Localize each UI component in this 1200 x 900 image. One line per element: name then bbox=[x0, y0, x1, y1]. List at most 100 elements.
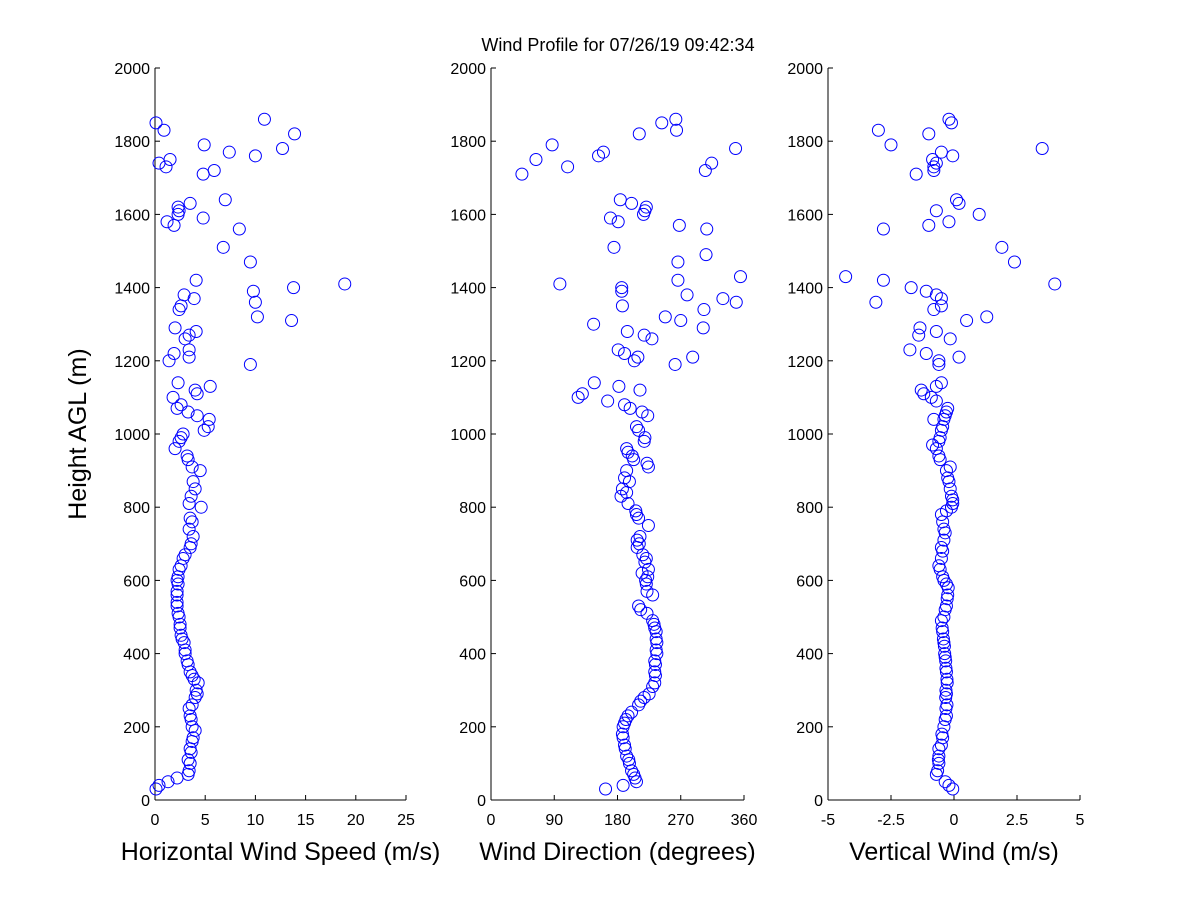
vertical-y-tick-label: 200 bbox=[796, 720, 823, 737]
speed-data-point bbox=[176, 427, 190, 441]
vertical-data-point bbox=[939, 709, 953, 723]
vertical-data-point bbox=[919, 346, 933, 360]
vertical-data-point bbox=[922, 127, 936, 141]
direction-data-point bbox=[641, 562, 655, 576]
direction-data-point bbox=[674, 314, 688, 328]
direction-data-point bbox=[645, 332, 659, 346]
direction-data-point bbox=[575, 387, 589, 401]
speed-data-point bbox=[159, 160, 173, 174]
direction-data-point bbox=[515, 167, 529, 181]
vertical-x-tick-label: -2.5 bbox=[877, 812, 905, 829]
direction-data-point bbox=[630, 533, 644, 547]
direction-data-point bbox=[615, 284, 629, 298]
direction-x-axis-label: Wind Direction (degrees) bbox=[479, 838, 756, 866]
vertical-data-point bbox=[929, 204, 943, 218]
direction-data-point bbox=[632, 423, 646, 437]
direction-data-point bbox=[697, 303, 711, 317]
vertical-data-point bbox=[1007, 255, 1021, 269]
direction-data-point bbox=[571, 390, 585, 404]
direction-data-point bbox=[640, 456, 654, 470]
speed-data-point bbox=[288, 127, 302, 141]
speed-data-point bbox=[177, 636, 191, 650]
direction-data-point bbox=[561, 160, 575, 174]
vertical-data-point bbox=[946, 782, 960, 796]
vertical-data-point bbox=[934, 540, 948, 554]
speed-data-point bbox=[338, 277, 352, 291]
speed-data-point bbox=[232, 222, 246, 236]
speed-x-axis-label: Horizontal Wind Speed (m/s) bbox=[121, 838, 441, 866]
speed-data-point bbox=[248, 295, 262, 309]
vertical-data-point bbox=[940, 592, 954, 606]
direction-data-point bbox=[700, 222, 714, 236]
speed-data-point bbox=[183, 709, 197, 723]
vertical-data-point bbox=[939, 665, 953, 679]
direction-data-point bbox=[618, 471, 632, 485]
vertical-wind-panel: 0 200 400 600 800 1000 1200 1400 1600 1800 2000 -5 -… bbox=[787, 61, 1084, 866]
speed-data-point bbox=[177, 288, 191, 302]
vertical-data-point bbox=[929, 288, 943, 302]
speed-data-point bbox=[171, 200, 185, 214]
speed-data-point bbox=[168, 442, 182, 456]
speed-data-point bbox=[182, 702, 196, 715]
direction-data-point bbox=[545, 138, 559, 152]
speed-y-tick-label: 400 bbox=[123, 647, 150, 664]
speed-data-point bbox=[188, 482, 202, 496]
vertical-data-point bbox=[939, 464, 953, 478]
vertical-data-point bbox=[919, 284, 933, 298]
direction-data-point bbox=[668, 357, 682, 371]
direction-data-point bbox=[616, 778, 630, 792]
direction-data-point bbox=[640, 584, 654, 598]
vertical-y-tick-label: 800 bbox=[796, 500, 823, 517]
wind-direction-panel: 0 200 400 600 800 1000 1200 1400 1600 1800 2000 0 90… bbox=[450, 61, 757, 866]
direction-data-point bbox=[629, 420, 643, 434]
speed-data-point bbox=[203, 379, 217, 393]
vertical-data-point bbox=[917, 387, 931, 401]
direction-data-point bbox=[649, 643, 663, 657]
direction-data-point bbox=[625, 705, 639, 719]
direction-data-point bbox=[632, 511, 646, 525]
speed-data-point bbox=[170, 584, 184, 598]
figure-title: Wind Profile for 07/26/19 09:42:34 bbox=[481, 35, 754, 55]
vertical-data-point bbox=[903, 343, 917, 357]
direction-data-point bbox=[672, 218, 686, 232]
speed-data-point bbox=[180, 449, 194, 463]
speed-data-point bbox=[171, 376, 185, 390]
speed-data-point bbox=[183, 756, 197, 770]
vertical-data-point bbox=[939, 661, 953, 675]
speed-y-axis-label: Height AGL (m) bbox=[64, 348, 92, 519]
direction-data-point bbox=[639, 551, 653, 565]
direction-data-point bbox=[612, 379, 626, 393]
speed-data-point bbox=[171, 606, 185, 620]
direction-y-tick-label: 1200 bbox=[450, 354, 486, 371]
vertical-x-tick-label: 0 bbox=[950, 812, 959, 829]
direction-x-tick-label: 90 bbox=[545, 812, 563, 829]
vertical-data-point bbox=[952, 196, 966, 210]
vertical-data-point bbox=[939, 599, 953, 613]
vertical-data-point bbox=[939, 683, 953, 697]
direction-y-tick-label: 600 bbox=[459, 573, 486, 590]
vertical-data-point bbox=[929, 156, 943, 170]
speed-x-tick-label: 15 bbox=[297, 812, 315, 829]
vertical-y-tick-label: 600 bbox=[796, 573, 823, 590]
direction-data-point bbox=[641, 519, 655, 532]
direction-y-tick-label: 2000 bbox=[450, 61, 486, 78]
speed-data-point bbox=[160, 215, 174, 229]
speed-data-point bbox=[188, 691, 202, 705]
direction-data-point bbox=[627, 767, 641, 781]
direction-data-point bbox=[627, 354, 641, 368]
vertical-data-point bbox=[936, 625, 950, 639]
direction-data-point bbox=[670, 123, 684, 137]
direction-data-point bbox=[621, 709, 635, 723]
direction-data-point bbox=[640, 606, 654, 620]
direction-data-point bbox=[618, 398, 632, 412]
vertical-y-tick-label: 1000 bbox=[787, 427, 823, 444]
speed-data-point bbox=[180, 654, 194, 668]
vertical-data-point bbox=[938, 650, 952, 664]
speed-data-point bbox=[201, 420, 215, 434]
vertical-data-point bbox=[934, 145, 948, 159]
direction-data-point bbox=[618, 738, 632, 752]
speed-y-tick-label: 1400 bbox=[114, 281, 150, 298]
speed-data-point bbox=[185, 720, 199, 734]
direction-data-point bbox=[613, 193, 627, 207]
speed-y-tick-label: 1600 bbox=[114, 207, 150, 224]
